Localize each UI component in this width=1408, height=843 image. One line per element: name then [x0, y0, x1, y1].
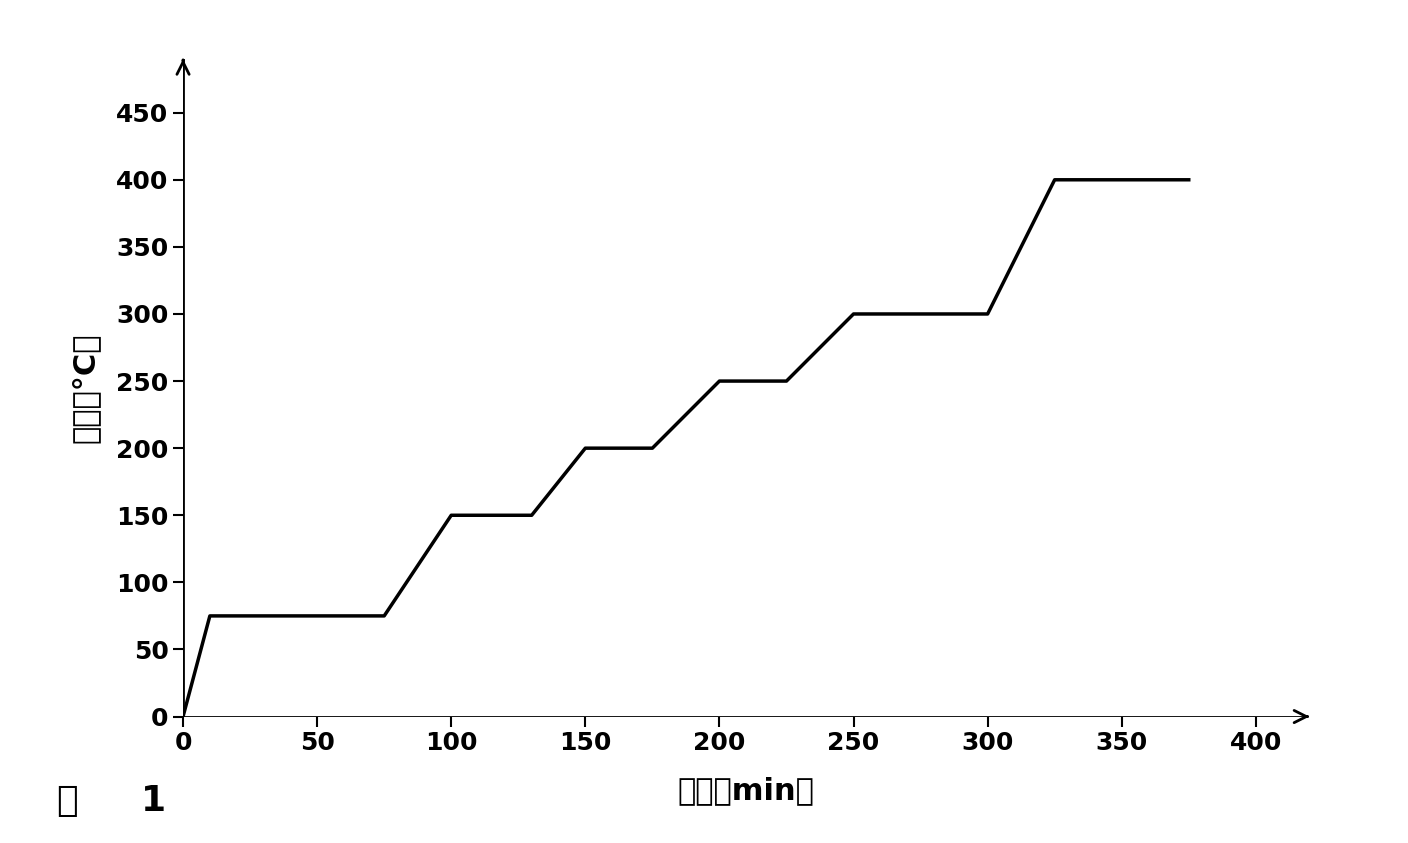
Y-axis label: 温度（°C）: 温度（°C）	[70, 332, 100, 443]
Text: 图: 图	[56, 784, 77, 818]
X-axis label: 时间（min）: 时间（min）	[677, 776, 815, 805]
Text: 1: 1	[141, 784, 166, 818]
